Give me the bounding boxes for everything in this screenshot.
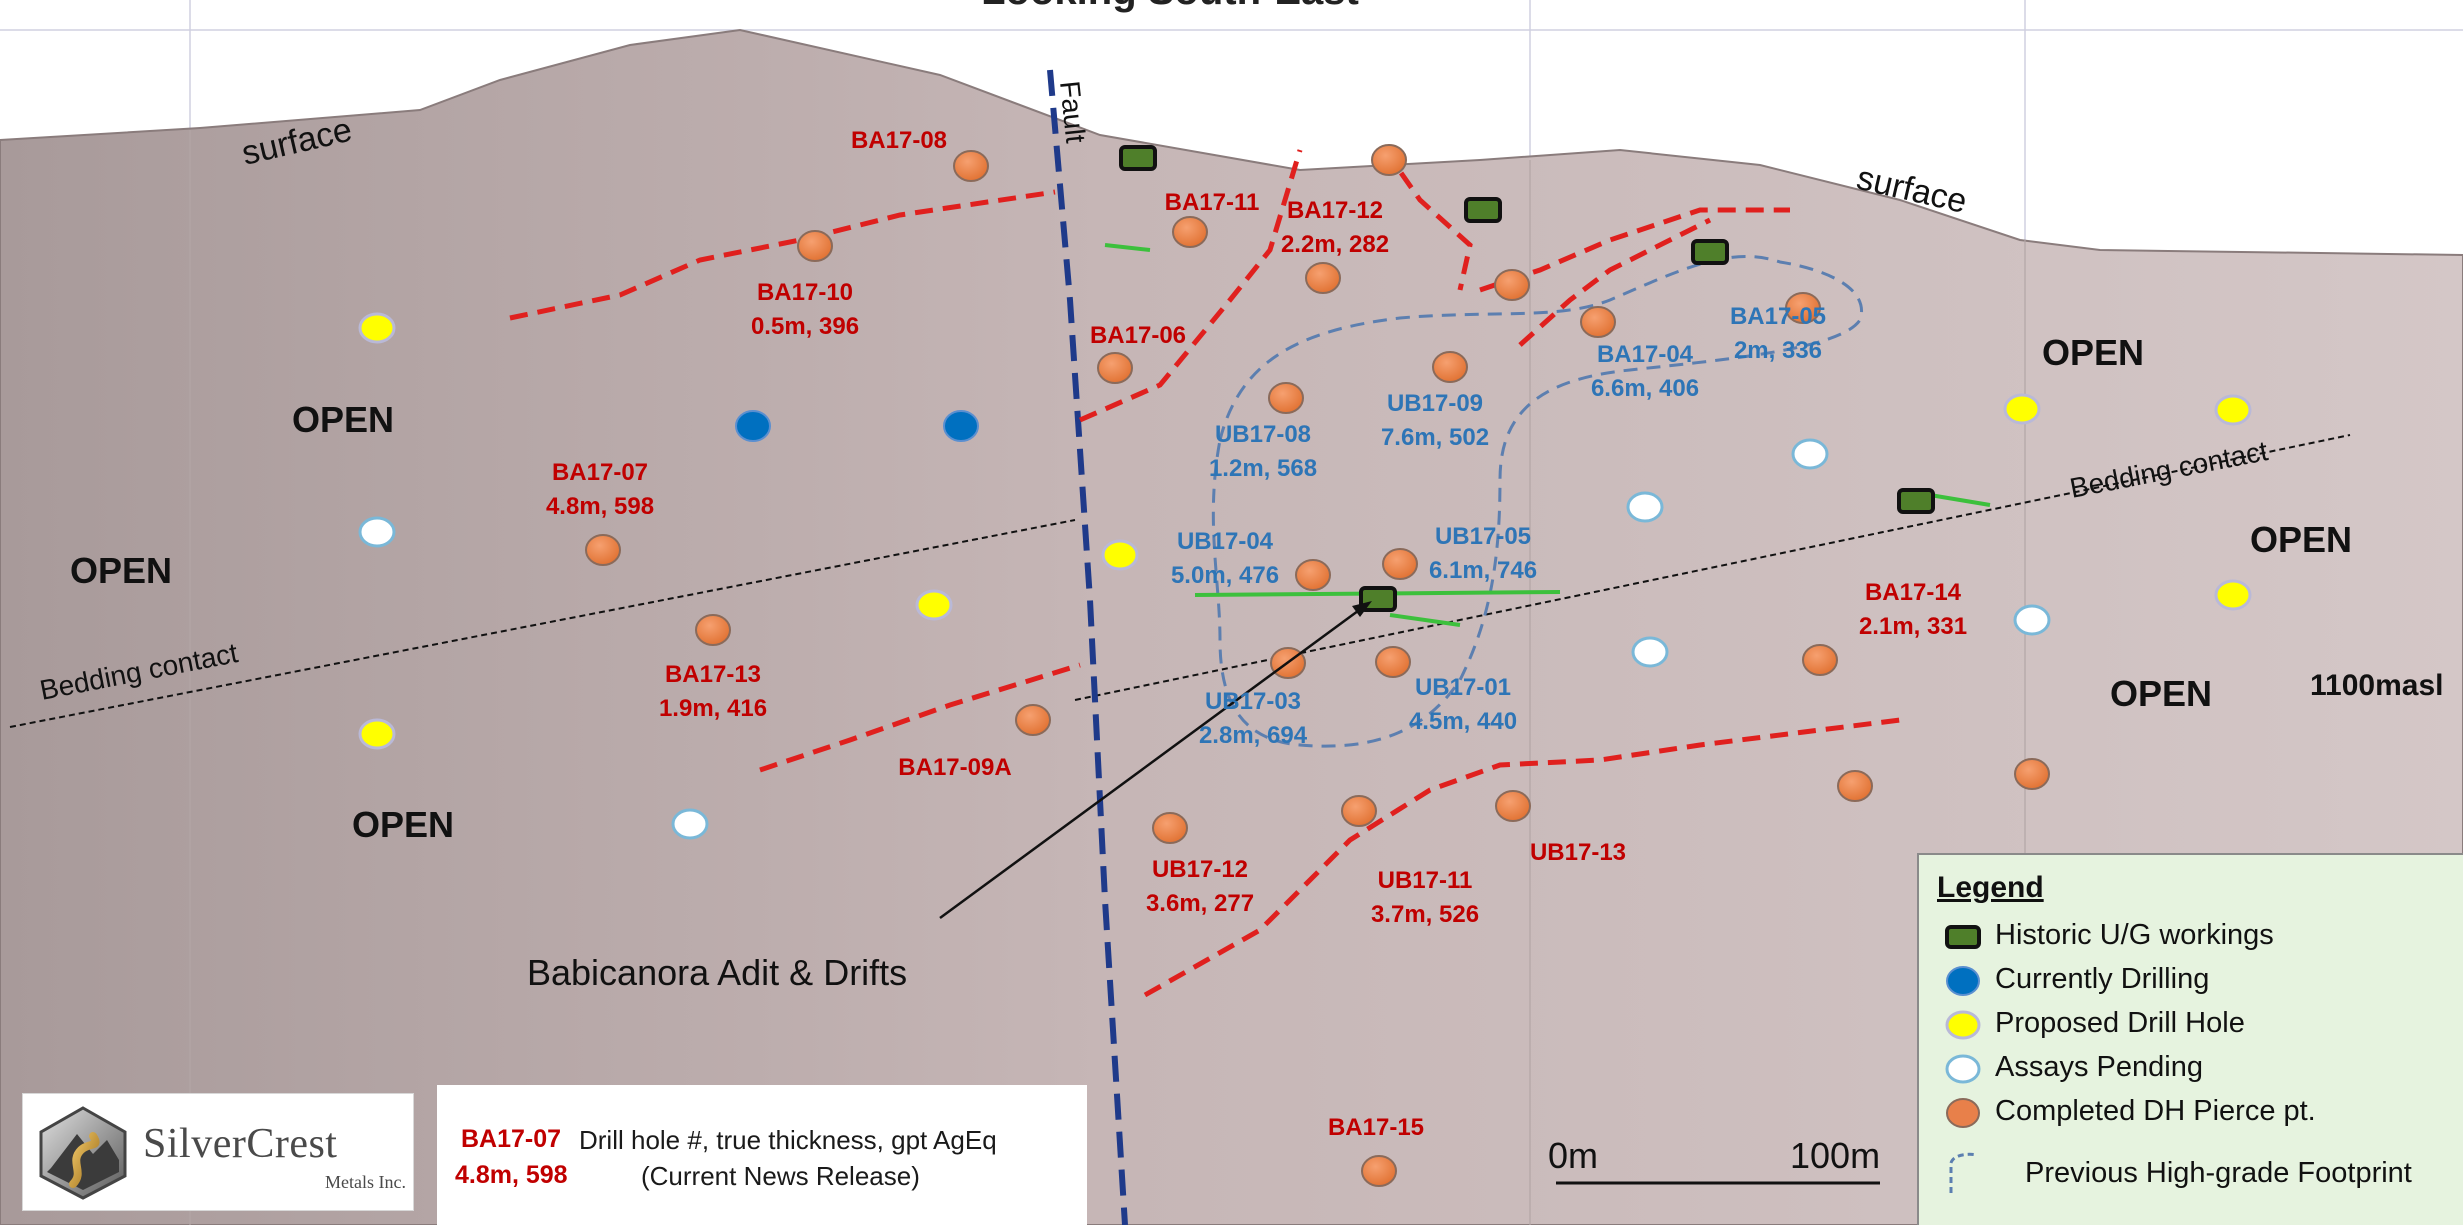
white-dot-icon: [1945, 1054, 1981, 1084]
drill-hole-id-label: UB17-09: [1387, 390, 1483, 417]
legend-label: Previous High-grade Footprint: [2025, 1157, 2412, 1189]
proposed-drill-holes: [358, 312, 2252, 750]
drill-hole-values-label: 2.8m, 694: [1199, 722, 1308, 749]
orange-dot-icon: [1946, 1098, 1980, 1128]
elevation-label: 1100masl: [2310, 669, 2443, 702]
green-rect-icon: [1945, 925, 1981, 949]
drill-hole-values-label: 6.6m, 406: [1591, 375, 1699, 402]
logo-name: SilverCrest: [143, 1121, 338, 1167]
drill-hole-id-label: UB17-04: [1177, 528, 1274, 555]
drill-hole-id-label: UB17-11: [1378, 867, 1473, 894]
drill-hole-id-label: UB17-05: [1435, 523, 1531, 550]
scale-end-label: 100m: [1790, 1135, 1880, 1176]
company-logo: SilverCrest Metals Inc.: [22, 1093, 414, 1211]
drill-hole-id-label: UB17-03: [1205, 688, 1301, 715]
drill-labels: BA17-08 BA17-10 0.5m, 396 BA17-11 BA17-12 2.2…: [546, 127, 1967, 1141]
legend-label: Historic U/G workings: [1995, 919, 2274, 951]
drill-hole-values-label: 3.6m, 277: [1146, 890, 1254, 917]
scale-bar: 0m 100m: [1548, 1135, 1880, 1185]
fault-label: Fault: [1054, 79, 1091, 144]
legend-item-completed-pierce: Completed DH Pierce pt.: [1943, 1093, 2463, 1133]
adit-label: Babicanora Adit & Drifts: [527, 952, 907, 993]
legend-item-currently-drilling: Currently Drilling: [1943, 961, 2463, 1001]
open-label: OPEN: [70, 550, 172, 591]
drill-hole-values-label: 5.0m, 476: [1171, 562, 1279, 589]
legend-title: Legend: [1937, 871, 2044, 904]
legend-label: Proposed Drill Hole: [1995, 1007, 2245, 1039]
drill-hole-values-label: 1.9m, 416: [659, 695, 767, 722]
drill-hole-values-label: 2.2m, 282: [1281, 231, 1389, 258]
adit-arrowhead: [1352, 601, 1372, 617]
drill-hole-id-label: BA17-05: [1730, 303, 1826, 330]
drill-hole-values-label: 1.2m, 568: [1209, 455, 1317, 482]
legend-panel: Legend Historic U/G workings Currently D…: [1917, 853, 2463, 1225]
high-grade-footprint: [1211, 254, 1863, 748]
bedding-contact-line-right: [1074, 434, 2351, 701]
label-key: BA17-07 4.8m, 598 Drill hole #, true thi…: [437, 1085, 1087, 1225]
adit-arrow: [939, 606, 1363, 920]
historic-workings: [1119, 145, 1935, 612]
currently-drilling-holes: [735, 410, 979, 442]
yellow-dot-icon: [1945, 1010, 1981, 1040]
drill-hole-id-label: BA17-13: [665, 661, 761, 688]
key-note: (Current News Release): [641, 1161, 920, 1191]
drill-hole-values-label: 7.6m, 502: [1381, 424, 1489, 451]
drill-hole-id-label: BA17-10: [757, 279, 853, 306]
drill-hole-id-label: BA17-15: [1328, 1114, 1424, 1141]
legend-item-assays-pending: Assays Pending: [1943, 1049, 2463, 1089]
drill-hole-values-label: 2m, 336: [1734, 337, 1822, 364]
bedding-contact-line-left: [9, 519, 1076, 728]
open-labels: OPEN OPEN OPEN OPEN OPEN OPEN: [70, 332, 2352, 845]
legend-item-proposed-hole: Proposed Drill Hole: [1943, 1005, 2463, 1045]
drill-hole-id-label: UB17-12: [1152, 856, 1248, 883]
open-label: OPEN: [2110, 673, 2212, 714]
drill-hole-id-label: UB17-13: [1530, 839, 1626, 866]
completed-pierce-points: [585, 144, 2050, 1187]
key-description: Drill hole #, true thickness, gpt AgEq: [579, 1125, 997, 1155]
dashed-outline-icon: [1949, 1152, 1978, 1193]
key-drill-id: BA17-07: [461, 1125, 562, 1153]
drill-hole-id-label: BA17-07: [552, 459, 648, 486]
legend-label: Assays Pending: [1995, 1051, 2203, 1083]
logo-mark-icon: [39, 1106, 127, 1200]
drill-hole-values-label: 0.5m, 396: [751, 313, 859, 340]
key-drill-values: 4.8m, 598: [455, 1161, 568, 1189]
open-label: OPEN: [352, 804, 454, 845]
drill-hole-values-label: 6.1m, 746: [1429, 557, 1537, 584]
title-fragment: Looking South-East: [981, 0, 1359, 13]
open-label: OPEN: [2250, 519, 2352, 560]
drill-hole-id-label: BA17-08: [851, 127, 947, 154]
blue-dot-icon: [1946, 966, 1980, 996]
legend-label: Completed DH Pierce pt.: [1995, 1095, 2316, 1127]
open-label: OPEN: [292, 399, 394, 440]
logo-subtitle: Metals Inc.: [325, 1172, 406, 1192]
drill-hole-id-label: BA17-04: [1597, 341, 1694, 368]
fault-line: [1047, 69, 1128, 1225]
drill-hole-values-label: 4.5m, 440: [1409, 708, 1517, 735]
open-label: OPEN: [2042, 332, 2144, 373]
section-body: [0, 28, 2463, 1225]
drill-hole-id-label: BA17-14: [1865, 579, 1962, 606]
drill-hole-id-label: BA17-09A: [898, 754, 1011, 781]
drill-hole-id-label: UB17-01: [1415, 674, 1511, 701]
drill-hole-id-label: BA17-06: [1090, 322, 1186, 349]
legend-item-historic-workings: Historic U/G workings: [1943, 917, 2463, 957]
assays-pending-holes: [358, 438, 2051, 840]
drill-hole-values-label: 2.1m, 331: [1859, 613, 1967, 640]
legend-item-footprint: Previous High-grade Footprint: [1943, 1152, 2463, 1195]
drill-hole-id-label: BA17-11: [1165, 189, 1260, 216]
drill-hole-values-label: 3.7m, 526: [1371, 901, 1479, 928]
drill-hole-values-label: 4.8m, 598: [546, 493, 654, 520]
drill-hole-id-label: UB17-08: [1215, 421, 1311, 448]
scale-start-label: 0m: [1548, 1135, 1598, 1176]
legend-label: Currently Drilling: [1995, 963, 2210, 995]
drill-hole-id-label: BA17-12: [1287, 197, 1383, 224]
